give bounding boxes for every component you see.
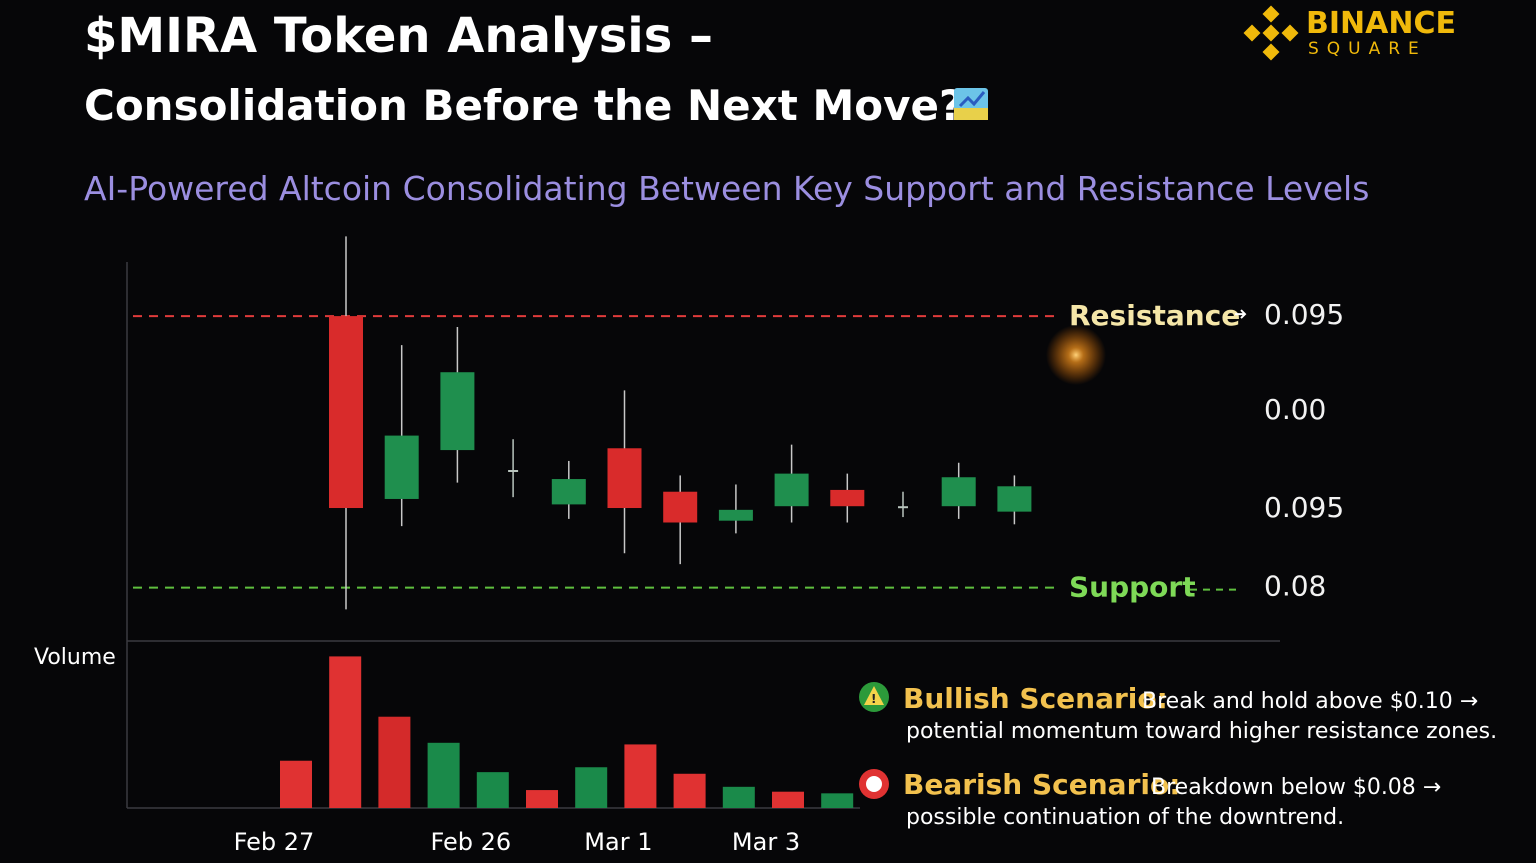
scenario-heading: Bearish Scenario: [903, 768, 1180, 801]
candle-body [941, 477, 976, 507]
scenario-detail: potential momentum toward higher resista… [906, 719, 1497, 744]
candle-body [774, 473, 809, 507]
candle-body [718, 509, 753, 521]
candle-body [384, 435, 419, 499]
plot: Resistance 0.095 Support 0.08 0.00 0.095 Volum… [34, 236, 1344, 856]
volume-bar [772, 791, 804, 808]
candle-body [830, 489, 865, 507]
svg-text:!: ! [871, 692, 876, 706]
x-tick-label: Mar 1 [584, 828, 652, 856]
x-tick-label: Mar 3 [732, 828, 800, 856]
support-value: 0.08 [1264, 570, 1326, 603]
flare [1046, 325, 1106, 385]
candle-body [551, 479, 586, 505]
lead: AI-Powered Altcoin Consolidating Between… [84, 169, 1369, 208]
volume-bar [526, 790, 558, 808]
volume-bar [280, 760, 312, 808]
volume-bar [673, 773, 706, 808]
logo-subtext: SQUARE [1308, 39, 1427, 59]
arrow [1235, 309, 1247, 319]
volume-bar [575, 767, 608, 808]
candle-body [440, 372, 475, 451]
title: $MIRA Token Analysis – [84, 8, 713, 64]
volume-bar [329, 656, 362, 808]
scenario-text: Breakdown below $0.08 → [1151, 775, 1441, 800]
support-label: Support [1069, 571, 1196, 604]
y-axis-label: Volume [34, 645, 116, 670]
scenario-text: Break and hold above $0.10 → [1142, 689, 1478, 714]
volume-bar [722, 786, 755, 808]
bullish-scenario: ! Bullish Scenario: Break and hold above… [859, 682, 1497, 744]
volume-bar [624, 744, 657, 808]
scenario-heading: Bullish Scenario: [903, 682, 1168, 715]
x-tick-label: Feb 27 [234, 828, 315, 856]
chart-icon [954, 88, 988, 120]
candle-body [898, 506, 908, 509]
resistance-value: 0.095 [1264, 298, 1344, 331]
logo-text: BINANCE [1306, 6, 1456, 41]
candle-body [663, 491, 698, 523]
volume-bar [378, 716, 411, 808]
volume-bar [427, 742, 460, 808]
candle-body [329, 316, 363, 509]
volume-bar [476, 772, 509, 808]
logo: BINANCE SQUARE [1243, 5, 1456, 61]
y-label: 0.095 [1264, 491, 1344, 524]
bearish-scenario: Bearish Scenario: Breakdown below $0.08 … [859, 768, 1441, 830]
volume-bar [821, 793, 854, 808]
scenario-detail: possible continuation of the downtrend. [906, 805, 1344, 830]
y-label: 0.00 [1264, 393, 1326, 426]
candle-body [607, 448, 642, 509]
resistance-label: Resistance [1069, 299, 1240, 332]
subtitle: Consolidation Before the Next Move? [84, 81, 963, 130]
x-tick-label: Feb 26 [430, 828, 511, 856]
candle-body [508, 469, 519, 472]
candle-body [997, 486, 1032, 512]
